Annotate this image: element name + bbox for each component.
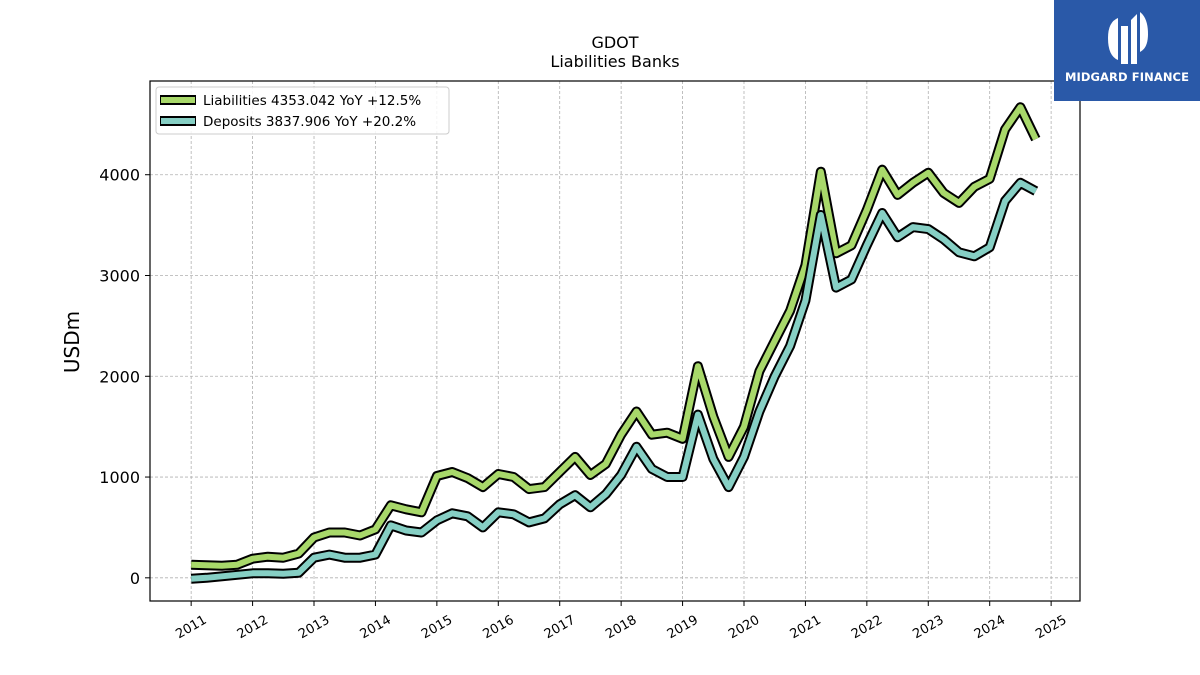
x-tick-label: 2021: [788, 613, 824, 643]
x-tick-label: 2023: [910, 613, 946, 643]
x-tick-label: 2015: [419, 613, 455, 643]
x-tick-label: 2019: [665, 613, 701, 643]
series-outline-liabilities: [191, 102, 1041, 571]
chart-subtitle: Liabilities Banks: [550, 52, 679, 71]
midgard-finance-logo: MIDGARD FINANCE: [1054, 0, 1200, 101]
gridlines: [150, 81, 1080, 601]
x-tick-label: 2016: [480, 613, 516, 643]
x-tick-label: 2011: [173, 613, 209, 643]
chart-title: GDOT: [591, 33, 638, 52]
x-tick-label: 2012: [235, 613, 271, 643]
series-line-deposits: [191, 179, 1038, 582]
series-outline-deposits: [190, 177, 1039, 584]
y-tick-label: 4000: [99, 166, 140, 185]
logo-text: MIDGARD FINANCE: [1064, 70, 1190, 84]
legend-label-liabilities: Liabilities 4353.042 YoY +12.5%: [203, 93, 421, 109]
plot-frame: [149, 80, 1081, 602]
legend-label-deposits: Deposits 3837.906 YoY +20.2%: [203, 114, 416, 130]
y-tick-label: 1000: [99, 468, 140, 487]
x-tick-label: 2024: [972, 613, 1008, 643]
x-tick-label: 2025: [1033, 613, 1069, 643]
x-tick-label: 2018: [603, 613, 639, 643]
series-line-liabilities: [191, 104, 1039, 569]
x-tick-label: 2022: [849, 613, 885, 643]
y-tick-label: 0: [130, 569, 140, 588]
legend-box: [155, 86, 450, 135]
x-tick-label: 2020: [726, 613, 762, 643]
legend: Liabilities 4353.042 YoY +12.5% Deposits …: [155, 86, 450, 135]
series-lines: [190, 102, 1041, 584]
logo-mark-icon: [1108, 12, 1148, 64]
x-tick-label: 2014: [358, 613, 394, 643]
x-tick-label: 2013: [296, 613, 332, 643]
x-tick-label: 2017: [542, 613, 578, 643]
y-tick-label: 3000: [99, 266, 140, 285]
y-axis-label: USDm: [60, 311, 84, 373]
y-tick-label: 2000: [99, 367, 140, 386]
